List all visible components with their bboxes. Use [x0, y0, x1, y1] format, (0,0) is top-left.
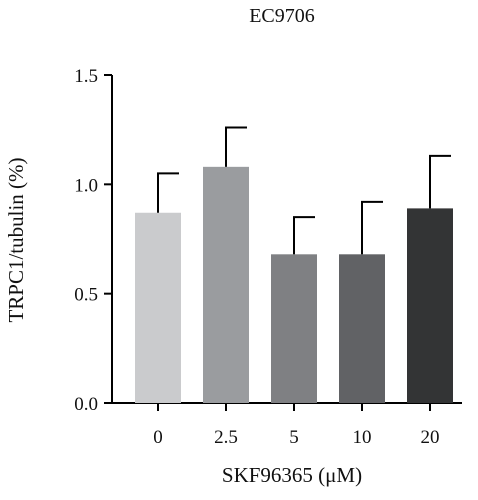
bar [271, 254, 317, 403]
x-tick-label: 0 [153, 427, 163, 448]
bar [135, 212, 181, 403]
y-tick-label: 0.0 [74, 394, 98, 415]
bar [203, 166, 249, 403]
y-axis-title: TRPC1/tubulin (%) [4, 157, 28, 322]
x-tick-label: 10 [353, 427, 372, 448]
bar [339, 254, 385, 403]
y-tick-label: 1.0 [74, 175, 98, 196]
x-tick-label: 20 [421, 427, 440, 448]
chart-title: EC9706 [249, 5, 315, 27]
x-tick-label: 5 [289, 427, 299, 448]
y-tick-label: 0.5 [74, 285, 98, 306]
plot-area: 0.0 0.5 1.0 1.5 0 2.5 5 10 20 [74, 66, 462, 448]
x-tick-label: 2.5 [214, 427, 238, 448]
x-axis-title: SKF96365 (μM) [222, 463, 362, 487]
bar [407, 208, 453, 403]
y-tick-label: 1.5 [74, 66, 98, 87]
